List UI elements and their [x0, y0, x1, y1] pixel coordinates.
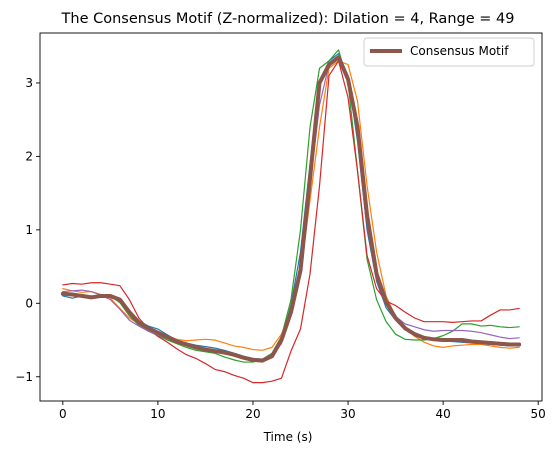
x-tick-label: 20	[245, 407, 260, 421]
x-axis-ticks: 0 10 20 30 40 50	[59, 401, 546, 421]
y-axis-ticks: −1 0 1 2 3	[15, 76, 40, 384]
series-lines	[60, 49, 522, 384]
x-tick-label: 50	[531, 407, 546, 421]
legend: Consensus Motif	[363, 37, 535, 67]
y-tick-label: −1	[15, 370, 33, 384]
series-line-3	[62, 49, 520, 363]
y-tick-label: 3	[25, 76, 33, 90]
plot-area	[40, 33, 542, 401]
x-tick-label: 0	[59, 407, 67, 421]
x-axis-label: Time (s)	[263, 430, 313, 444]
plot-frame	[39, 32, 543, 402]
x-tick-label: 30	[340, 407, 355, 421]
y-tick-label: 1	[25, 223, 33, 237]
x-tick-label: 40	[435, 407, 450, 421]
series-line-consensus-motif	[60, 55, 522, 363]
legend-label: Consensus Motif	[410, 44, 509, 58]
y-tick-label: 0	[25, 296, 33, 310]
series-line-4	[62, 60, 520, 384]
y-tick-label: 2	[25, 149, 33, 163]
x-tick-label: 10	[150, 407, 165, 421]
legend-box	[363, 37, 535, 67]
chart-title: The Consensus Motif (Z-normalized): Dila…	[61, 11, 515, 27]
